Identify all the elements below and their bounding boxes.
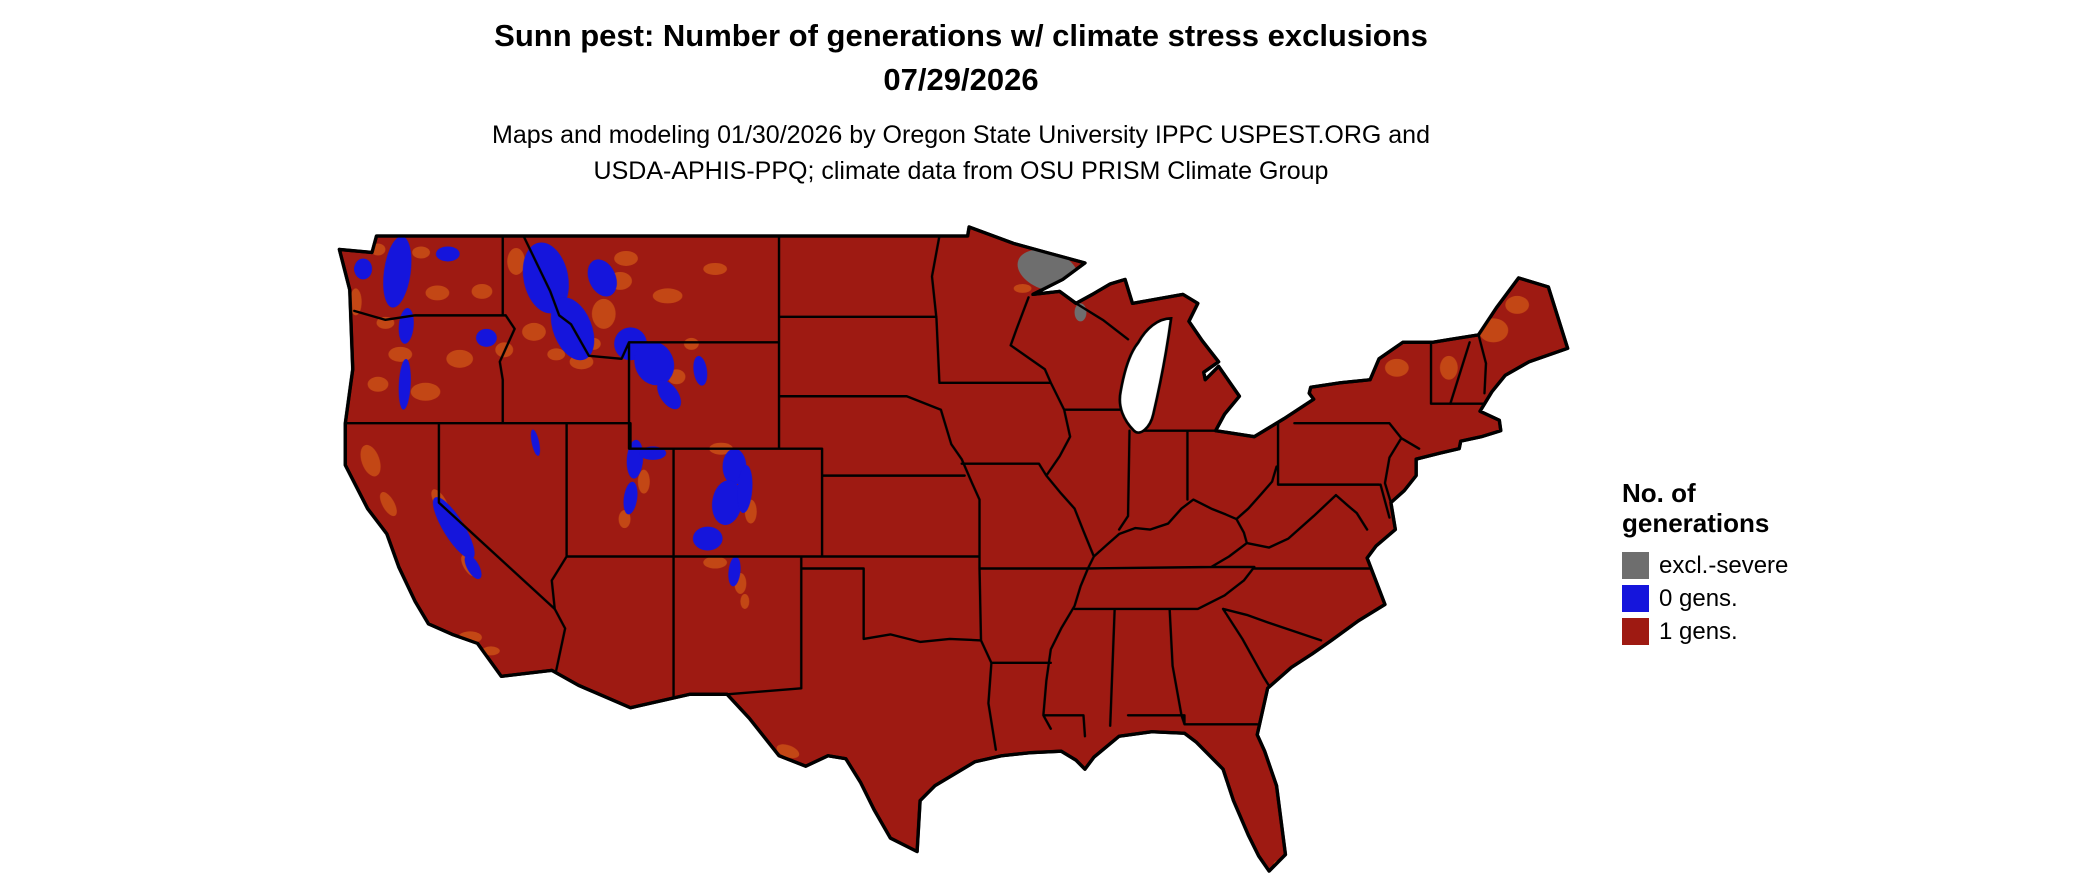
legend-label: excl.-severe	[1659, 552, 1789, 579]
us-outline	[337, 225, 1570, 873]
map-subtitle: Maps and modeling 01/30/2026 by Oregon S…	[0, 122, 1922, 184]
legend-title: No. of generations	[1622, 478, 1882, 538]
map-subtitle-line1: Maps and modeling 01/30/2026 by Oregon S…	[492, 121, 1430, 149]
legend-item-one-gens: 1 gens.	[1622, 618, 1882, 645]
legend-items: excl.-severe 0 gens. 1 gens.	[1622, 552, 1882, 645]
legend-item-excl-severe: excl.-severe	[1622, 552, 1882, 579]
legend-swatch-zero-gens	[1622, 585, 1649, 612]
us-map-svg	[337, 225, 1570, 873]
us-map	[326, 215, 1581, 892]
map-legend: No. of generations excl.-severe 0 gens. …	[1622, 478, 1882, 651]
legend-title-line2: generations	[1622, 508, 1770, 538]
state-borders	[344, 234, 1488, 751]
legend-label: 0 gens.	[1659, 585, 1738, 612]
legend-title-line1: No. of	[1622, 478, 1696, 508]
legend-swatch-one-gens	[1622, 618, 1649, 645]
legend-item-zero-gens: 0 gens.	[1622, 585, 1882, 612]
map-subtitle-line2: USDA-APHIS-PPQ; climate data from OSU PR…	[593, 157, 1329, 185]
legend-swatch-excl-severe	[1622, 552, 1649, 579]
map-title: Sunn pest: Number of generations w/ clim…	[494, 18, 1428, 53]
lake-michigan	[1118, 316, 1173, 434]
legend-label: 1 gens.	[1659, 618, 1738, 645]
map-title-date: 07/29/2026	[883, 62, 1039, 97]
header-block: Sunn pest: Number of generations w/ clim…	[0, 20, 1922, 194]
